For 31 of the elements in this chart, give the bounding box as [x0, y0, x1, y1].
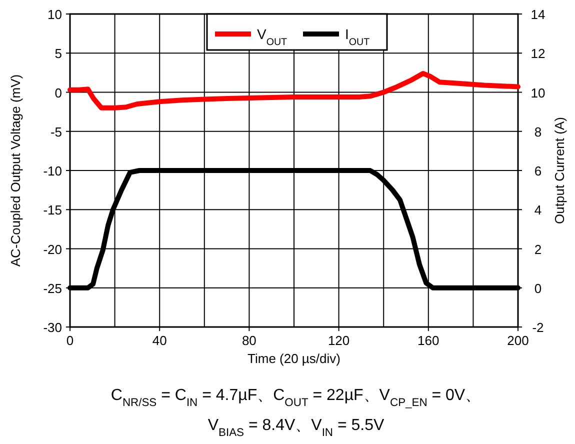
- y2-tick-label: 6: [534, 164, 542, 178]
- y2-tick-label: 4: [534, 202, 542, 218]
- y-tick-label: -5: [50, 124, 62, 140]
- legend-label: I$_{OUT}$: [345, 26, 370, 48]
- y-tick-label: -30: [43, 320, 62, 335]
- y-tick-label: -10: [43, 164, 62, 178]
- y2-tick-label: 12: [530, 46, 546, 62]
- y-tick-label: 5: [54, 46, 62, 62]
- x-tick-label: 160: [418, 333, 440, 348]
- y2-tick-label: 2: [534, 242, 542, 257]
- text: V$_{BIAS}$ = 8.4V、V$_{IN}$ = 5.5V: [208, 417, 384, 439]
- text: C$_{NR/SS}$ = C$_{IN}$ = 4.7µF、C$_{OUT}$ = 22µF、V$_{CP_EN}$ = 0V、: [110, 387, 482, 409]
- y-tick-label: -15: [43, 202, 62, 218]
- y-tick-label: -20: [43, 242, 62, 257]
- y2-axis-title: Output Current (A): [552, 117, 567, 224]
- y2-tick-label: 10: [530, 85, 546, 100]
- y2-tick-label: 8: [534, 124, 542, 140]
- x-tick-label: 0: [66, 333, 74, 348]
- y-tick-label: -25: [43, 280, 62, 296]
- x-tick-label: 120: [328, 333, 350, 348]
- y-tick-label: 0: [54, 85, 62, 100]
- x-tick-label: 200: [507, 333, 529, 348]
- x-tick-label: 40: [152, 333, 167, 348]
- y2-tick-label: -2: [532, 320, 544, 335]
- y-tick-label: 10: [48, 7, 62, 22]
- x-axis-title: Time (20 µs/div): [248, 351, 340, 366]
- legend-label: V$_{OUT}$: [257, 26, 288, 48]
- y2-tick-label: 0: [534, 280, 542, 296]
- x-tick-label: 80: [242, 333, 256, 348]
- y2-tick-label: 14: [530, 7, 546, 22]
- y-axis-title: AC-Coupled Output Voltage (mV): [8, 74, 23, 267]
